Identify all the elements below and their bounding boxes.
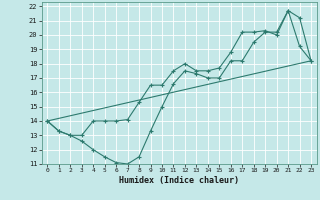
X-axis label: Humidex (Indice chaleur): Humidex (Indice chaleur) [119, 176, 239, 185]
